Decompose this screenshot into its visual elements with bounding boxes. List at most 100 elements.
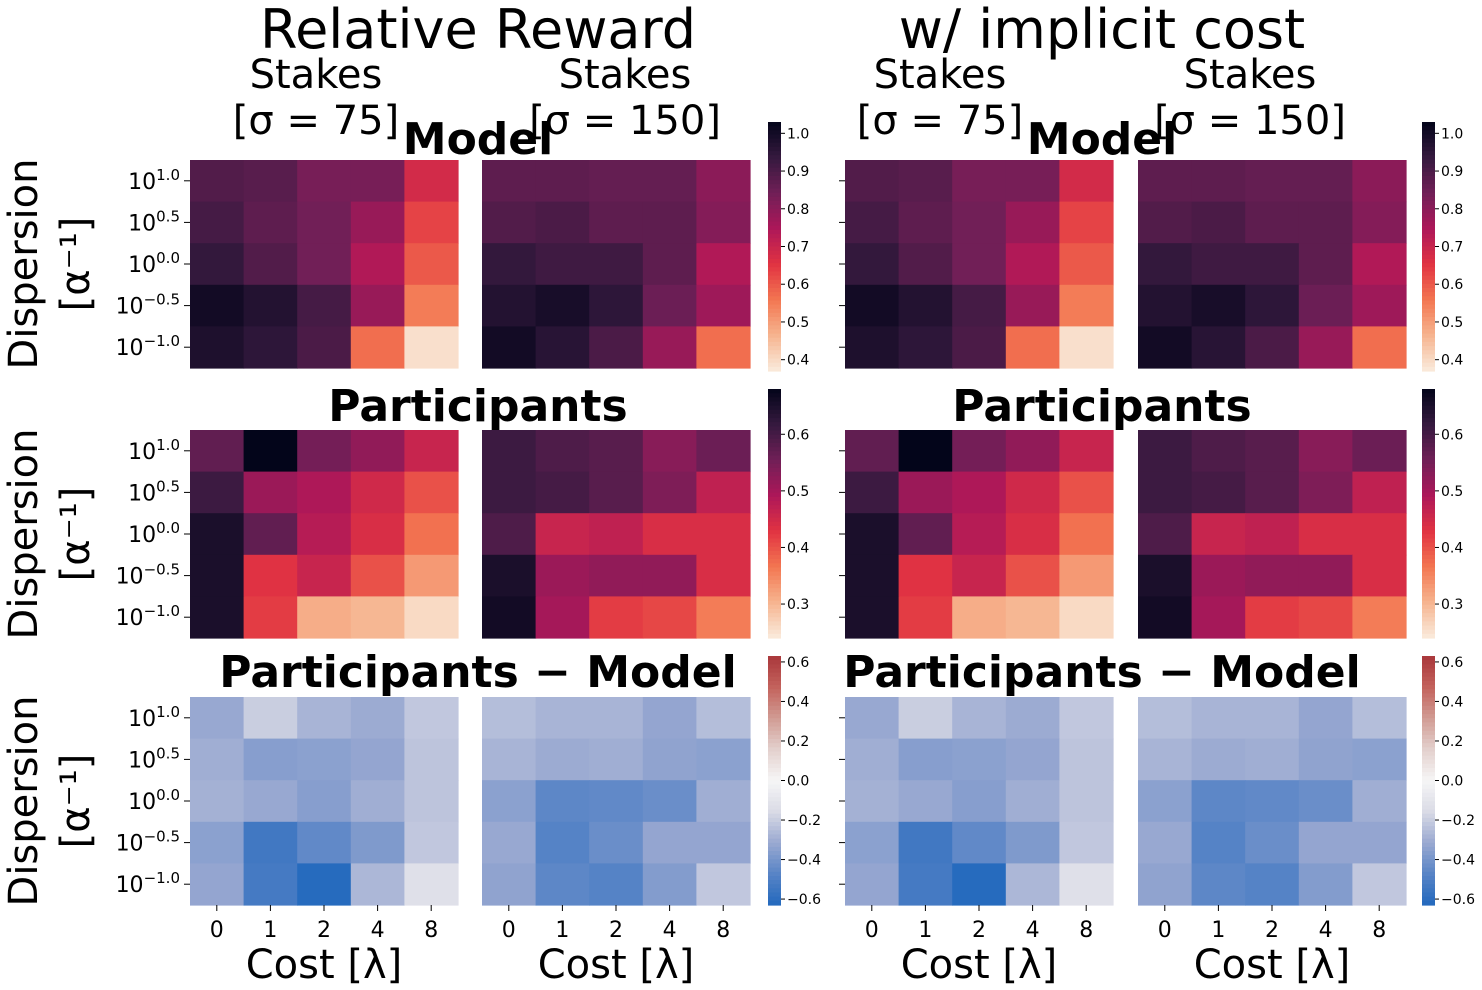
- colorbar-segment: [768, 254, 781, 260]
- x-axis-label: Cost [λ]: [901, 942, 1058, 988]
- heatmap-cell: [1298, 554, 1353, 597]
- colorbar-segment: [1422, 567, 1435, 573]
- colorbar-segment: [1422, 163, 1435, 169]
- y-axis-label: Dispersion: [1, 696, 47, 907]
- heatmap-cell: [243, 471, 298, 514]
- colorbar-segment: [768, 430, 781, 436]
- colorbar-segment: [1422, 784, 1435, 790]
- colorbar-tick-label: 0.6: [787, 655, 809, 671]
- heatmap-cell: [1005, 471, 1060, 514]
- colorbar-segment: [768, 722, 781, 728]
- heatmap-cell: [482, 697, 537, 740]
- heatmap-cell: [350, 201, 405, 244]
- heatmap-cell: [350, 284, 405, 327]
- heatmap-cell: [952, 513, 1007, 556]
- heatmap-cell: [1191, 780, 1246, 823]
- heatmap-cell: [1352, 513, 1407, 556]
- heatmap-cell: [1191, 697, 1246, 740]
- colorbar-segment: [1422, 337, 1435, 343]
- colorbar-segment: [768, 530, 781, 535]
- y-axis-label-units: [α⁻¹]: [53, 487, 99, 582]
- colorbar-segment: [768, 238, 781, 243]
- colorbar-tick-label: 0.0: [787, 774, 809, 790]
- heatmap-cell: [190, 160, 245, 203]
- colorbar-segment: [768, 142, 781, 148]
- colorbar-segment: [1422, 346, 1435, 351]
- colorbar-segment: [1422, 350, 1435, 355]
- colorbar-segment: [768, 588, 781, 593]
- colorbar-tick-label: 0.4: [1441, 540, 1463, 556]
- heatmap-cell: [482, 160, 537, 203]
- colorbar-segment: [768, 229, 781, 235]
- heatmap-cell: [404, 160, 459, 203]
- colorbar-segment: [768, 563, 781, 569]
- heatmap-cell: [642, 326, 697, 369]
- y-tick-label: 101.0: [128, 703, 180, 732]
- colorbar-segment: [1422, 217, 1435, 223]
- x-tick-label: 1: [918, 918, 932, 943]
- colorbar-segment: [768, 822, 781, 827]
- colorbar-segment: [768, 451, 781, 456]
- heatmap-cell: [1191, 738, 1246, 781]
- heatmap-cell: [589, 284, 644, 327]
- heatmap-cell: [589, 863, 644, 906]
- colorbar-segment: [1422, 467, 1435, 473]
- colorbar-segment: [1422, 880, 1435, 885]
- heatmap-cell: [243, 284, 298, 327]
- heatmap-cell: [243, 326, 298, 369]
- colorbar-segment: [1422, 734, 1435, 740]
- heatmap-cell: [350, 821, 405, 864]
- heatmap-cell: [190, 554, 245, 597]
- heatmap-cell: [898, 863, 953, 906]
- heatmap-cell: [1059, 513, 1114, 556]
- heatmap-cell: [1138, 513, 1193, 556]
- heatmap-cell: [350, 430, 405, 473]
- colorbar-segment: [768, 693, 781, 699]
- heatmap-cell: [1245, 596, 1300, 639]
- heatmap-cell: [845, 430, 900, 473]
- colorbar-segment: [768, 196, 781, 202]
- colorbar-segment: [1422, 451, 1435, 456]
- colorbar-segment: [1422, 563, 1435, 569]
- colorbar-segment: [768, 880, 781, 885]
- heatmap-cell: [297, 697, 352, 740]
- colorbar-tick-label: 0.2: [1441, 734, 1463, 750]
- heatmap-cell: [952, 430, 1007, 473]
- colorbar-segment: [1422, 722, 1435, 728]
- y-tick-label: 100.5: [128, 744, 180, 773]
- colorbar-segment: [1422, 772, 1435, 777]
- heatmap-cell: [297, 201, 352, 244]
- heatmap-cell: [1059, 596, 1114, 639]
- colorbar-tick-label: 0.3: [787, 597, 809, 613]
- colorbar-segment: [768, 656, 781, 661]
- colorbar-segment: [1422, 546, 1435, 552]
- colorbar-segment: [768, 784, 781, 790]
- heatmap-cell: [1138, 863, 1193, 906]
- colorbar-segment: [1422, 751, 1435, 757]
- colorbar-segment: [1422, 329, 1435, 335]
- heatmap-cell: [696, 471, 751, 514]
- colorbar-segment: [768, 308, 781, 314]
- stakes-label: Stakes: [1184, 52, 1317, 98]
- heatmap-cell: [404, 554, 459, 597]
- stakes-label: Stakes: [250, 52, 383, 98]
- colorbar-segment: [768, 122, 781, 127]
- colorbar-segment: [768, 271, 781, 277]
- y-tick-label: 10−0.5: [116, 291, 180, 320]
- colorbar-segment: [768, 275, 781, 281]
- heatmap-cell: [642, 430, 697, 473]
- colorbar-segment: [768, 871, 781, 877]
- colorbar-segment: [1422, 463, 1435, 469]
- heatmap-cell: [482, 863, 537, 906]
- x-tick-label: 0: [1158, 918, 1172, 943]
- colorbar-segment: [1422, 501, 1435, 506]
- heatmap-cell: [589, 326, 644, 369]
- heatmap-cell: [535, 326, 590, 369]
- colorbar-segment: [768, 422, 781, 427]
- colorbar-segment: [768, 413, 781, 419]
- colorbar-segment: [1422, 555, 1435, 560]
- heatmap-cell: [1138, 821, 1193, 864]
- heatmap-cell: [535, 697, 590, 740]
- colorbar-segment: [768, 246, 781, 252]
- heatmap-cell: [297, 738, 352, 781]
